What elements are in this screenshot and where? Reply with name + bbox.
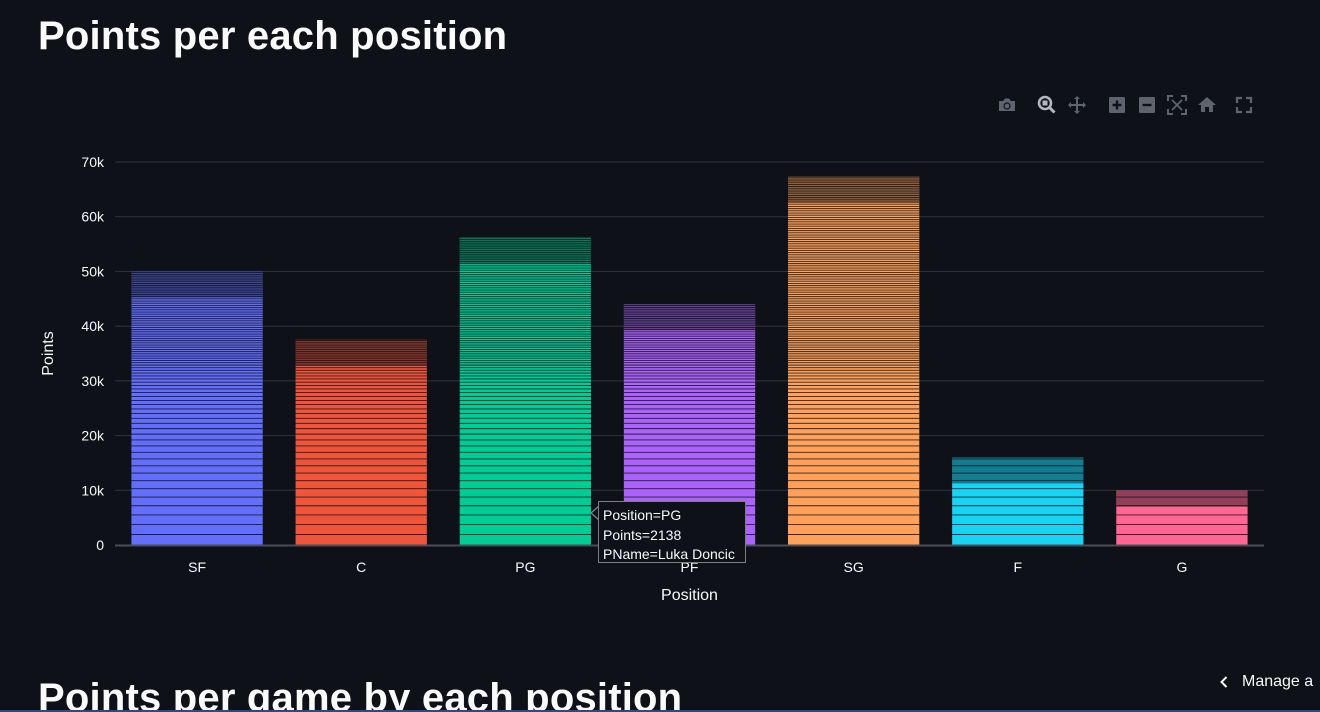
bar-top-shade — [131, 271, 263, 298]
camera-icon[interactable] — [994, 92, 1020, 118]
y-tick-label: 30k — [81, 373, 105, 389]
bar-top-shade — [787, 176, 920, 203]
pan-icon[interactable] — [1064, 92, 1090, 118]
y-tick-label: 70k — [81, 154, 105, 170]
bar-fill — [952, 457, 1084, 545]
autoscale-icon[interactable] — [1164, 92, 1190, 118]
x-tick-label: C — [356, 559, 366, 575]
fullscreen-icon[interactable] — [1231, 92, 1257, 118]
y-tick-label: 40k — [81, 318, 105, 334]
y-tick-label: 20k — [81, 428, 105, 444]
tooltip-points: Points=2138 — [603, 526, 682, 543]
bar-top-shade — [295, 339, 427, 366]
tooltip-position: Position=PG — [603, 507, 682, 523]
bar-sf — [131, 271, 263, 545]
x-tick-label: SF — [188, 559, 206, 575]
reset-axes-icon[interactable] — [1194, 92, 1220, 118]
y-axis-title: Points — [40, 331, 57, 375]
x-tick-label: SG — [844, 559, 864, 575]
chevron-left-icon — [1206, 675, 1242, 689]
bottom-border — [0, 710, 1320, 712]
x-tick-label: PF — [681, 559, 699, 575]
bar-fill — [787, 176, 920, 545]
bar-fill — [1116, 490, 1248, 545]
bar-f — [952, 457, 1084, 545]
section-title: Points per game by each position — [38, 676, 683, 712]
page-title: Points per each position — [38, 14, 508, 58]
y-tick-label: 0 — [96, 537, 104, 553]
y-tick-label: 60k — [81, 209, 105, 225]
x-tick-label: PG — [515, 559, 535, 575]
tooltip-player-name: PName=Luka Doncic — [603, 546, 735, 562]
manage-app-label: Manage a — [1242, 673, 1314, 690]
bar-fill — [131, 271, 263, 545]
x-tick-label: F — [1014, 559, 1023, 575]
chart-modebar — [990, 92, 1260, 118]
y-tick-label: 10k — [81, 482, 105, 498]
zoom-in-icon[interactable] — [1104, 92, 1130, 118]
x-axis-title: Position — [661, 587, 718, 604]
bar-chart: 0 10k 20k 30k 40k 50k 60k 70k SF C PG PF SG F G Positio… — [40, 154, 1264, 604]
bar-sg — [787, 176, 920, 545]
manage-app-button[interactable]: Manage a — [1206, 664, 1320, 700]
bar-fill — [295, 339, 427, 545]
zoom-out-icon[interactable] — [1134, 92, 1160, 118]
hover-tooltip: Position=PG Points=2138 PName=Luka Donci… — [598, 501, 746, 563]
x-tick-label: G — [1176, 559, 1187, 575]
bar-top-shade — [952, 457, 1084, 484]
bar-g — [1116, 490, 1248, 545]
bar-c — [295, 339, 427, 545]
y-tick-label: 50k — [81, 263, 105, 279]
bar-fill — [459, 236, 592, 546]
bar-top-shade — [1116, 490, 1248, 507]
bar-pg — [459, 236, 592, 546]
tooltip-caret-inner — [592, 507, 599, 519]
zoom-icon[interactable] — [1034, 92, 1060, 118]
bar-top-shade — [459, 236, 592, 263]
bar-top-shade — [623, 304, 756, 331]
